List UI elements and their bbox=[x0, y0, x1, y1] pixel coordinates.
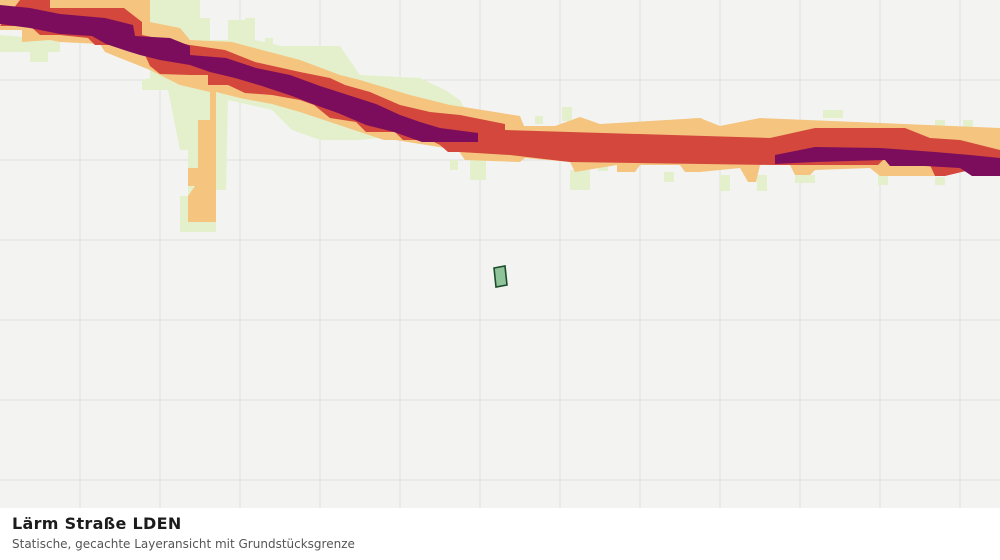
parcel-boundary[interactable] bbox=[493, 265, 508, 288]
layer-subtitle: Statische, gecachte Layeransicht mit Gru… bbox=[12, 537, 355, 551]
noise-zone-very-high bbox=[0, 5, 1000, 176]
caption-bar: Lärm Straße LDEN Statische, gecachte Lay… bbox=[0, 508, 1000, 560]
layer-title: Lärm Straße LDEN bbox=[12, 514, 182, 533]
map-view bbox=[0, 0, 1000, 508]
noise-zone-mid bbox=[0, 0, 1000, 222]
noise-layer bbox=[0, 0, 1000, 232]
